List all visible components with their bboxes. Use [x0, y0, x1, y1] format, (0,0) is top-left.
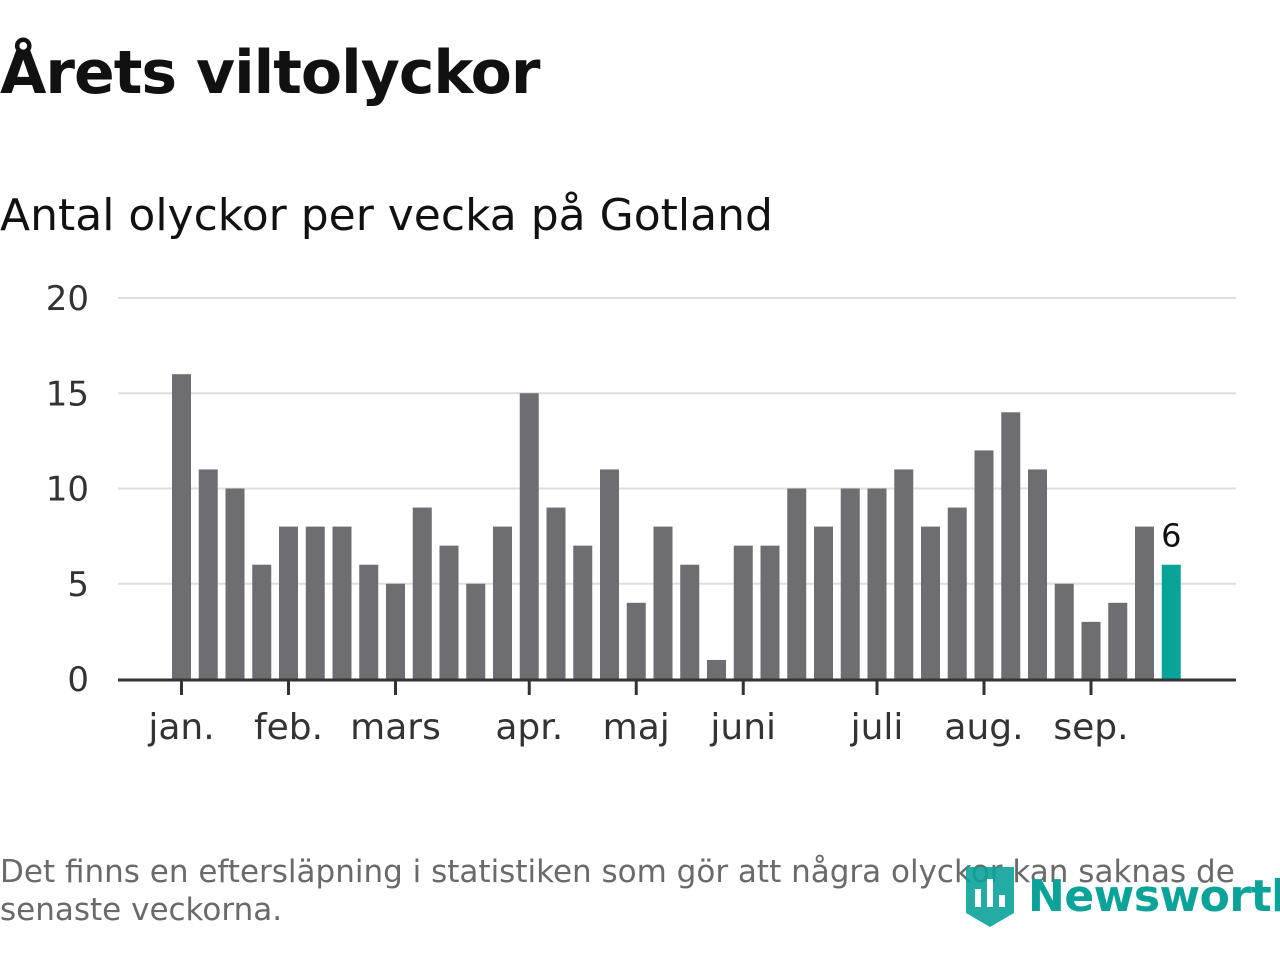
y-tick-label: 15: [46, 374, 89, 414]
bar-chart: 0 5 10 15 20 6 jan. feb. mars apr. maj juni juli aug.…: [46, 279, 1236, 748]
bar: [359, 564, 379, 679]
bar: [707, 659, 726, 679]
x-tick-label: apr.: [495, 707, 563, 748]
bar: [1028, 469, 1047, 679]
bar-highlight: [1161, 564, 1181, 679]
bar: [653, 526, 673, 679]
logo-text: Newsworthy: [1028, 870, 1280, 922]
bar: [386, 583, 405, 679]
bar: [252, 564, 272, 679]
newsworthy-logo-icon: [966, 867, 1014, 927]
bar: [814, 526, 833, 679]
footnote: Det finns en eftersläpning i statistiken…: [0, 854, 1235, 928]
x-tick-label: mars: [350, 707, 441, 748]
bar: [626, 602, 646, 679]
bar: [600, 469, 619, 679]
bar: [546, 507, 566, 679]
bar: [225, 488, 245, 679]
chart-title: Årets viltolyckor: [0, 38, 540, 108]
y-tick-label: 20: [46, 279, 89, 319]
bar: [867, 488, 887, 679]
x-tick-label: aug.: [944, 707, 1023, 748]
bar: [1081, 621, 1101, 679]
x-tick-label: juli: [850, 707, 904, 748]
x-tick-label: feb.: [254, 707, 323, 748]
chart-subtitle: Antal olyckor per vecka på Gotland: [0, 190, 773, 241]
bar: [1135, 526, 1154, 679]
bar: [493, 526, 512, 679]
x-tick-label: sep.: [1053, 707, 1128, 748]
bar: [412, 507, 432, 679]
bar: [1108, 602, 1128, 679]
bar: [974, 450, 994, 679]
bar: [947, 507, 967, 679]
x-tick-label: juni: [709, 707, 776, 748]
bar: [519, 393, 539, 679]
bar: [172, 374, 191, 679]
bar: [680, 564, 700, 679]
bar: [894, 469, 914, 679]
bar: [1001, 412, 1021, 679]
bar: [466, 583, 486, 679]
y-tick-label: 5: [67, 565, 89, 605]
newsworthy-logo[interactable]: Newsworthy: [962, 862, 1280, 930]
x-tick-label: jan.: [147, 707, 214, 748]
bar: [733, 545, 753, 679]
bar: [198, 469, 218, 679]
bar: [787, 488, 807, 679]
bar: [1054, 583, 1074, 679]
bar: [279, 526, 298, 679]
y-tick-label: 10: [46, 470, 89, 510]
bar: [573, 545, 593, 679]
bar: [332, 526, 352, 679]
x-tick-label: maj: [603, 707, 670, 748]
y-tick-label: 0: [67, 660, 89, 700]
data-label: 6: [1161, 517, 1181, 555]
bar: [840, 488, 860, 679]
bar: [760, 545, 780, 679]
bar: [921, 526, 940, 679]
bar: [439, 545, 459, 679]
bar: [305, 526, 325, 679]
